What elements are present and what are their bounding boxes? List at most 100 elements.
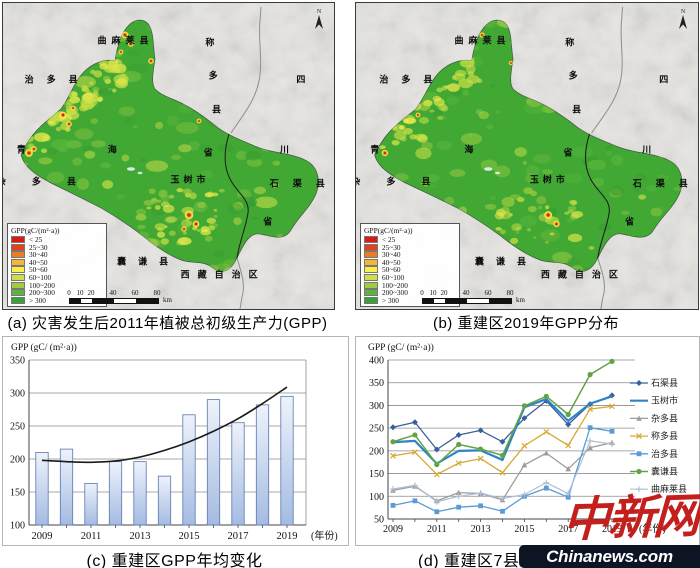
- gpp-bar: [35, 452, 49, 526]
- north-arrow-icon: N: [312, 7, 326, 31]
- trend-line: [41, 386, 288, 464]
- map-legend-row: 100~200: [11, 281, 103, 289]
- scale-bar-segments: [422, 298, 512, 304]
- legend-class-label: 30~40: [29, 250, 48, 260]
- province-boundary-outside: [597, 257, 605, 309]
- map-place-label: 四: [659, 74, 669, 84]
- legend-swatch: [364, 258, 378, 266]
- legend-class-label: 100~200: [382, 280, 408, 290]
- legend-swatch: [364, 243, 378, 251]
- scale-tick-label: 40: [109, 289, 117, 297]
- map-place-label: 省: [563, 147, 573, 158]
- map-legend-row: 25~30: [11, 243, 103, 251]
- scale-tick-label: 10: [429, 289, 437, 297]
- series-称多县: [390, 403, 615, 478]
- map-place-label: 县: [572, 104, 582, 115]
- legend-swatch: [364, 281, 378, 289]
- legend-class-label: 25~30: [29, 242, 48, 252]
- y-tick-label: 350: [10, 356, 25, 367]
- lake: [484, 167, 493, 171]
- map-legend-row: 50~60: [364, 266, 456, 274]
- legend-class-label: 50~60: [382, 265, 401, 275]
- map-legend-row: 40~50: [11, 258, 103, 266]
- map-place-label: 玉树市: [170, 174, 210, 185]
- x-axis-unit-label: (年份): [639, 522, 666, 535]
- x-tick-label: 2009: [32, 531, 53, 542]
- series-石渠县: [390, 392, 615, 453]
- scale-unit-label: km: [163, 296, 172, 304]
- legend-class-label: 60~100: [382, 272, 405, 282]
- province-boundary-outside: [591, 6, 624, 134]
- map-place-label: 川: [279, 144, 289, 155]
- legend-swatch: [11, 258, 25, 266]
- map-legend-row: > 300: [11, 296, 103, 304]
- y-tick-label: 250: [10, 422, 25, 433]
- qinghai-sichuan-boundary: [584, 133, 610, 259]
- map-legend-row: 25~30: [364, 243, 456, 251]
- map-place-label: 省: [263, 216, 273, 227]
- map-place-label: 治多县: [379, 74, 446, 84]
- caption-c: (c) 重建区GPP年均变化: [86, 553, 263, 568]
- map-legend-row: < 25: [364, 236, 456, 244]
- gpp-bar: [280, 395, 294, 526]
- scale-bar-segments: [69, 298, 159, 304]
- legend-class-label: < 25: [29, 234, 43, 244]
- map-place-label: 玉树市: [529, 174, 569, 185]
- lake: [137, 171, 143, 175]
- legend-series-label: 杂多县: [651, 412, 678, 423]
- gpp-bar: [157, 475, 172, 526]
- gpp-bar: [84, 483, 98, 526]
- line-chart-svg: 50 100 150 200 250 300 350 400 2009 2011 2013 2015 2…: [368, 342, 687, 535]
- legend-class-label: 50~60: [29, 265, 48, 275]
- qinghai-sichuan-boundary: [224, 133, 249, 259]
- scale-tick-label: 10: [76, 289, 84, 297]
- y-tick-label: 150: [369, 469, 384, 480]
- map-place-label: 囊谦县: [474, 256, 538, 267]
- map-legend: GPP(gC/(m²·a)) < 25 25~30 30~40 40~50 50~60 60…: [7, 222, 107, 307]
- legend-swatch: [11, 296, 25, 304]
- map-place-label: 川: [642, 144, 652, 155]
- map-place-label: 治多县: [24, 74, 91, 84]
- low-gpp-spots: [381, 32, 560, 228]
- gpp-bar: [231, 422, 245, 526]
- legend-class-label: 30~40: [382, 250, 401, 260]
- map-place-label: 西藏自治区: [540, 269, 626, 280]
- scale-tick-label: 0: [67, 289, 71, 297]
- map-gpp-2011: 曲麻莱县称多县治多县四川青海省省杂多县 玉树市 石渠县 囊谦县 西藏自治区 GPP(gC/…: [2, 2, 335, 310]
- x-tick-label: 2017: [558, 524, 578, 535]
- map-a-overlay: 曲麻莱县称多县治多县四川青海省省杂多县 玉树市 石渠县 囊谦县 西藏自治区 GPP(gC/…: [3, 3, 334, 309]
- map-legend-title: GPP(gC/(m²·a)): [364, 225, 413, 235]
- map-place-label: 青: [16, 144, 26, 155]
- legend-class-label: > 300: [29, 295, 46, 305]
- map-place-label: 杂多县: [2, 176, 102, 187]
- legend-swatch: [364, 273, 378, 281]
- gpp-bar: [206, 399, 221, 526]
- x-tick-label: 2013: [471, 524, 491, 535]
- legend-swatch: [364, 266, 378, 274]
- legend-series-label: 曲麻莱县: [651, 483, 687, 494]
- y-tick-label: 50: [374, 515, 384, 526]
- scale-tick-label: 80: [153, 289, 161, 297]
- legend-class-label: 60~100: [29, 272, 52, 282]
- gpp-bar: [255, 404, 270, 526]
- legend-swatch: [364, 289, 378, 297]
- map-place-label: 县: [211, 104, 221, 115]
- legend-swatch: [11, 273, 25, 281]
- map-legend: GPP(gC/(m²·a)) < 25 25~30 30~40 40~50 50~60 60…: [360, 222, 460, 307]
- scale-tick-label: 0: [420, 289, 424, 297]
- y-tick-label: 200: [369, 446, 384, 457]
- x-tick-label: 2017: [228, 531, 249, 542]
- map-a-svg: [3, 3, 334, 309]
- scale-unit-label: km: [516, 296, 525, 304]
- scale-tick-label: 20: [87, 289, 95, 297]
- map-place-label: 称: [205, 37, 215, 48]
- map-legend-row: 200~300: [11, 289, 103, 297]
- legend-swatch: [11, 289, 25, 297]
- map-place-label: 省: [625, 216, 635, 227]
- map-place-label: 西藏自治区: [180, 269, 266, 280]
- legend-series-label: 治多县: [651, 448, 678, 459]
- scale-tick-label: 60: [131, 289, 139, 297]
- map-legend-row: 60~100: [11, 274, 103, 282]
- y-tick-label: 100: [369, 492, 384, 503]
